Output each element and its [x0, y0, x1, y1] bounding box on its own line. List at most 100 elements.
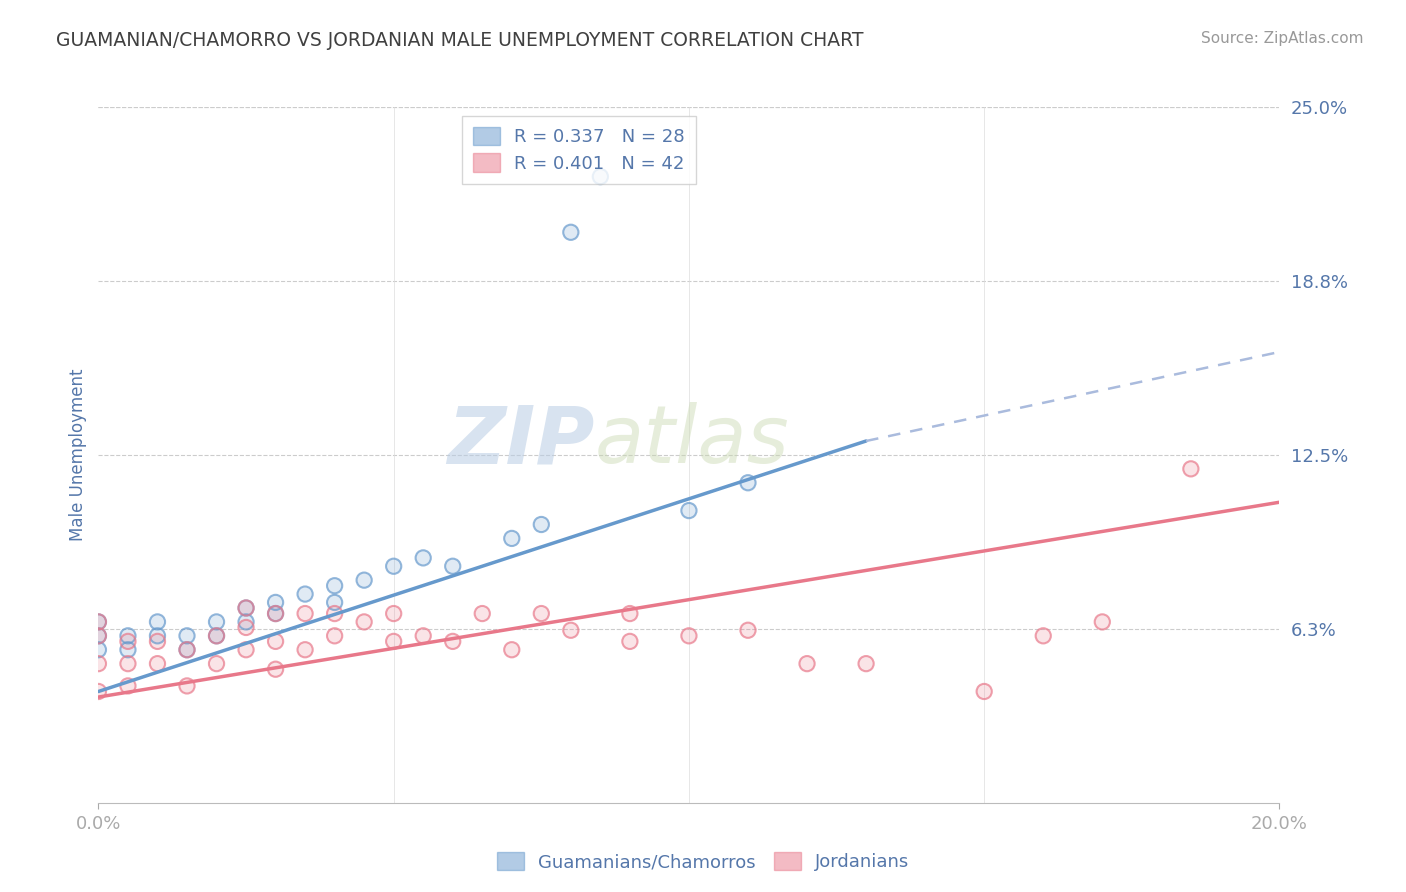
Point — [501, 532, 523, 546]
Point — [205, 615, 228, 629]
Point — [796, 657, 818, 671]
Point — [353, 573, 375, 587]
Point — [87, 684, 110, 698]
Point — [205, 629, 228, 643]
Point — [678, 629, 700, 643]
Point — [412, 629, 434, 643]
Point — [1091, 615, 1114, 629]
Point — [264, 607, 287, 621]
Legend: R = 0.337   N = 28, R = 0.401   N = 42: R = 0.337 N = 28, R = 0.401 N = 42 — [461, 116, 696, 184]
Point — [87, 615, 110, 629]
Point — [1032, 629, 1054, 643]
Point — [176, 642, 198, 657]
Point — [382, 559, 405, 574]
Point — [737, 624, 759, 638]
Point — [619, 634, 641, 648]
Point — [1180, 462, 1202, 476]
Point — [235, 601, 257, 615]
Point — [973, 684, 995, 698]
Point — [205, 629, 228, 643]
Point — [146, 634, 169, 648]
Point — [87, 657, 110, 671]
Point — [176, 629, 198, 643]
Point — [619, 634, 641, 648]
Point — [530, 517, 553, 532]
Point — [323, 607, 346, 621]
Point — [235, 615, 257, 629]
Point — [382, 634, 405, 648]
Point — [855, 657, 877, 671]
Point — [294, 587, 316, 601]
Point — [205, 615, 228, 629]
Point — [87, 615, 110, 629]
Point — [1180, 462, 1202, 476]
Point — [382, 607, 405, 621]
Point — [382, 607, 405, 621]
Point — [176, 642, 198, 657]
Point — [205, 629, 228, 643]
Point — [235, 642, 257, 657]
Point — [323, 579, 346, 593]
Point — [87, 629, 110, 643]
Point — [176, 679, 198, 693]
Point — [323, 595, 346, 609]
Point — [678, 629, 700, 643]
Point — [117, 679, 139, 693]
Point — [323, 629, 346, 643]
Point — [205, 657, 228, 671]
Point — [530, 517, 553, 532]
Point — [235, 601, 257, 615]
Point — [737, 624, 759, 638]
Point — [87, 657, 110, 671]
Point — [87, 615, 110, 629]
Point — [235, 620, 257, 634]
Point — [146, 615, 169, 629]
Point — [176, 629, 198, 643]
Point — [294, 607, 316, 621]
Point — [441, 634, 464, 648]
Point — [176, 642, 198, 657]
Point — [412, 550, 434, 565]
Point — [737, 475, 759, 490]
Point — [117, 679, 139, 693]
Point — [264, 662, 287, 676]
Point — [1091, 615, 1114, 629]
Y-axis label: Male Unemployment: Male Unemployment — [69, 368, 87, 541]
Point — [87, 629, 110, 643]
Point — [530, 607, 553, 621]
Point — [619, 607, 641, 621]
Point — [441, 634, 464, 648]
Point — [117, 657, 139, 671]
Text: Source: ZipAtlas.com: Source: ZipAtlas.com — [1201, 31, 1364, 46]
Point — [855, 657, 877, 671]
Point — [589, 169, 612, 184]
Legend: Guamanians/Chamorros, Jordanians: Guamanians/Chamorros, Jordanians — [489, 845, 917, 879]
Point — [117, 634, 139, 648]
Point — [87, 615, 110, 629]
Point — [294, 607, 316, 621]
Point — [146, 629, 169, 643]
Point — [117, 642, 139, 657]
Point — [294, 587, 316, 601]
Point — [146, 657, 169, 671]
Point — [294, 642, 316, 657]
Point — [117, 629, 139, 643]
Point — [678, 503, 700, 517]
Point — [589, 169, 612, 184]
Point — [87, 629, 110, 643]
Point — [323, 607, 346, 621]
Point — [235, 620, 257, 634]
Point — [205, 657, 228, 671]
Point — [560, 225, 582, 239]
Text: GUAMANIAN/CHAMORRO VS JORDANIAN MALE UNEMPLOYMENT CORRELATION CHART: GUAMANIAN/CHAMORRO VS JORDANIAN MALE UNE… — [56, 31, 863, 50]
Point — [796, 657, 818, 671]
Point — [560, 225, 582, 239]
Point — [619, 607, 641, 621]
Point — [1032, 629, 1054, 643]
Point — [530, 607, 553, 621]
Point — [235, 642, 257, 657]
Point — [235, 615, 257, 629]
Point — [264, 595, 287, 609]
Point — [264, 634, 287, 648]
Point — [264, 634, 287, 648]
